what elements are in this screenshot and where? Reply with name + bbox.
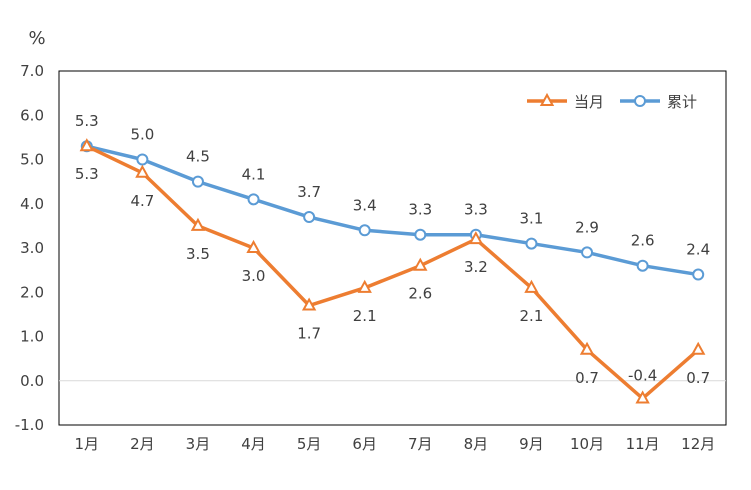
y-tick-label: 0.0 [20, 372, 44, 390]
data-label-monthly: 0.7 [686, 369, 710, 387]
y-tick-label: 4.0 [20, 195, 44, 213]
marker-point-monthly [524, 279, 539, 293]
x-tick-label: 8月 [464, 435, 489, 453]
series-markers [79, 138, 706, 404]
marker-point-monthly [691, 341, 706, 355]
y-tick-label: 5.0 [20, 151, 44, 169]
data-label-cumulative: 3.1 [520, 210, 544, 228]
x-tick-label: 7月 [408, 435, 433, 453]
x-tick-label: 3月 [186, 435, 211, 453]
data-label-monthly: 0.7 [575, 369, 599, 387]
x-axis: 1月 2月 3月 4月 5月 6月 7月 8月 9月 10月 11月 12月 [75, 435, 716, 453]
marker-point-cumulative [525, 237, 538, 250]
data-label-monthly: 2.6 [408, 285, 432, 303]
data-label-monthly: 5.3 [75, 165, 99, 183]
y-tick-label: 2.0 [20, 283, 44, 301]
marker-point-cumulative [414, 228, 427, 241]
x-tick-label: 5月 [297, 435, 322, 453]
data-label-cumulative: 3.3 [408, 201, 432, 219]
y-axis: 7.0 6.0 5.0 4.0 3.0 2.0 1.0 0.0 -1.0 [15, 62, 726, 434]
series-line-cumulative [85, 144, 700, 277]
legend-marker-triangle [539, 92, 555, 106]
data-label-monthly: 4.7 [130, 192, 154, 210]
marker-point-cumulative [303, 211, 316, 224]
marker-point-monthly [413, 257, 428, 271]
series-line-monthly [85, 144, 700, 401]
marker-point-monthly [190, 217, 206, 231]
marker-point-monthly [468, 231, 484, 245]
data-label-cumulative: 4.1 [242, 165, 266, 183]
marker-point-cumulative [247, 193, 260, 206]
data-label-cumulative: 3.4 [353, 196, 377, 214]
marker-point-monthly [357, 279, 372, 293]
series-lines [85, 144, 700, 401]
legend-label-monthly: 当月 [574, 93, 604, 111]
y-tick-label: -1.0 [15, 416, 44, 434]
marker-point-monthly [301, 297, 317, 311]
data-label-cumulative: 5.0 [130, 126, 154, 144]
y-unit-label: % [28, 28, 45, 49]
data-label-cumulative: 2.6 [631, 232, 655, 250]
data-label-cumulative: 5.3 [75, 112, 99, 130]
y-tick-label: 1.0 [20, 328, 44, 346]
data-label-cumulative: 2.9 [575, 218, 599, 236]
x-tick-label: 10月 [570, 435, 604, 453]
marker-point-monthly [579, 341, 595, 355]
y-tick-label: 3.0 [20, 239, 44, 257]
data-label-monthly: 2.1 [520, 307, 544, 325]
marker-point-monthly [246, 239, 261, 253]
marker-point-cumulative [581, 246, 594, 259]
marker-point-cumulative [692, 268, 705, 281]
marker-point-monthly [635, 390, 650, 404]
data-label-cumulative: 3.7 [297, 183, 321, 201]
marker-point-monthly [79, 138, 94, 152]
data-label-monthly: 1.7 [297, 325, 321, 343]
data-label-cumulative: 3.3 [464, 201, 488, 219]
marker-point-cumulative [136, 153, 149, 166]
x-tick-label: 6月 [352, 435, 377, 453]
data-label-cumulative: 4.5 [186, 148, 210, 166]
plot-area-frame [58, 70, 727, 426]
y-tick-label: 7.0 [20, 62, 44, 80]
x-tick-label: 11月 [626, 435, 660, 453]
data-label-monthly: -0.4 [628, 366, 657, 384]
legend-label-cumulative: 累计 [667, 93, 697, 111]
y-tick-label: 6.0 [20, 106, 44, 124]
x-tick-label: 4月 [241, 435, 266, 453]
data-label-monthly: 3.5 [186, 245, 210, 263]
legend: 当月 累计 [527, 92, 697, 111]
marker-point-cumulative [191, 175, 204, 188]
data-label-monthly: 3.2 [464, 258, 488, 276]
legend-marker-circle [634, 95, 646, 107]
marker-point-cumulative [636, 259, 649, 272]
data-label-monthly: 3.0 [242, 267, 266, 285]
marker-point-monthly [135, 164, 150, 178]
x-tick-label: 2月 [130, 435, 155, 453]
x-tick-label: 9月 [519, 435, 544, 453]
data-label-monthly: 2.1 [353, 307, 377, 325]
data-label-cumulative: 2.4 [686, 241, 710, 259]
data-labels: 5.3 5.0 4.5 4.1 3.7 3.4 3.3 3.3 3.1 2.9 2.6 2.4 5.3 4… [75, 112, 710, 387]
x-tick-label: 1月 [75, 435, 100, 453]
marker-point-cumulative [358, 224, 371, 237]
x-tick-label: 12月 [681, 435, 715, 453]
